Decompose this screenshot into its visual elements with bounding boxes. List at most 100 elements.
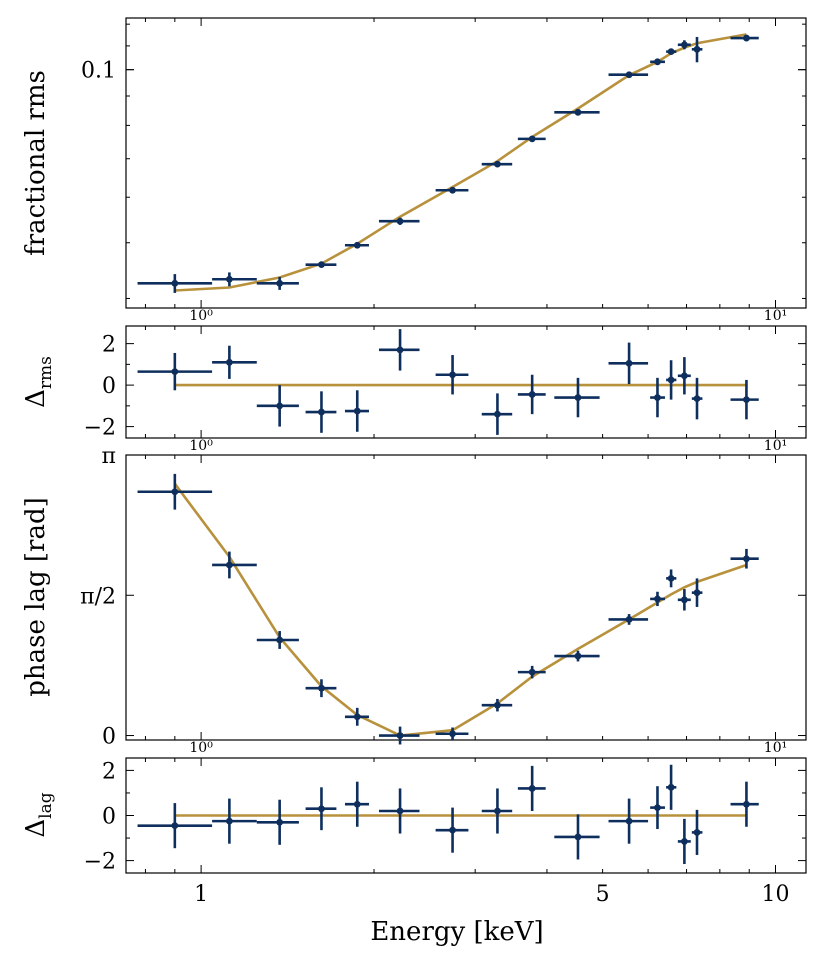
data-marker [171,822,179,830]
data-point-drms [305,391,337,433]
data-marker [318,408,325,416]
data-point-lag [650,591,665,607]
y-tick-label: 0 [102,374,116,399]
data-point-rms [650,58,665,66]
data-marker [353,407,361,415]
data-point-rms [608,71,649,79]
data-point-rms [554,108,600,116]
data-marker [693,45,701,53]
data-marker [693,829,701,836]
data-point-drms [554,377,600,418]
data-marker [449,730,456,738]
data-point-dlag [730,781,759,827]
drms-ylabel-sub: rms [36,356,56,389]
data-point-rms [517,135,546,143]
data-point-lag [608,614,649,625]
data-point-dlag [435,807,469,853]
data-marker [396,732,404,739]
data-point-drms [435,355,469,395]
data-point-dlag [344,781,369,827]
data-marker [225,275,233,283]
data-marker [528,785,536,792]
data-point-dlag [608,798,649,844]
drms-ylabel-delta: Δ [21,389,51,408]
data-point-lag [677,589,691,611]
data-point-lag [554,650,600,662]
inner-x-tick-label: 10¹ [764,308,787,324]
inner-x-tick-label: 10⁰ [189,308,213,324]
data-marker [396,346,404,354]
data-point-rms [691,36,703,63]
data-point-drms [666,360,677,400]
data-marker [680,372,688,380]
lag-panel-frame [125,454,807,741]
x-tick-label: 1 [194,882,208,907]
data-marker [449,826,456,834]
data-point-dlag [256,799,299,845]
data-marker [494,410,501,418]
model-line-rms [174,33,747,292]
data-marker [353,713,361,721]
data-marker [494,160,501,168]
axis-ticks: 10⁰ 10¹ 0.1 10⁰ 10¹ 2 0 −2 10⁰ 10¹ π π/2 0 2 0 −2 1 5 10 [80,18,806,907]
data-marker [680,596,688,604]
data-marker [276,402,284,410]
data-marker [318,805,325,813]
data-point-drms [344,390,369,432]
data-point-rms [677,40,691,50]
data-point-drms [608,342,649,385]
data-point-lag [344,707,369,726]
data-marker [574,652,582,660]
data-point-rms [730,34,759,42]
data-point-rms [137,274,213,293]
data-point-rms [666,48,677,56]
data-marker [171,368,179,376]
data-point-lag [666,569,677,588]
data-marker [353,800,361,808]
data-point-dlag [212,798,257,844]
data-marker [667,783,675,791]
inner-x-tick-label: 10⁰ [189,740,213,756]
data-point-lag [305,679,337,698]
drms-ylabel: Δrms [21,356,56,408]
data-point-dlag [554,814,600,860]
data-marker [353,241,361,249]
data-point-lag [435,727,469,740]
data-marker [318,684,325,692]
data-marker [528,391,536,398]
data-marker [654,394,661,401]
data-point-rms [378,217,420,225]
data-marker [225,561,233,569]
drms-panel-frame [125,325,807,439]
y-tick-label: 2 [102,333,116,358]
y-tick-label: 0.1 [81,59,116,84]
data-point-dlag [666,764,677,810]
dlag-ylabel-sub: lag [36,792,56,819]
data-marker [171,488,179,496]
data-marker [171,279,179,287]
data-marker [667,376,675,384]
x-tick-label: 5 [596,882,610,907]
x-axis-title: Energy [keV] [370,917,543,947]
data-marker [654,804,661,812]
data-marker [667,574,675,582]
data-marker [574,394,582,401]
data-point-lag [137,473,213,510]
data-marker [449,371,456,379]
data-marker [625,817,633,825]
data-point-drms [212,345,257,379]
data-point-drms [677,357,691,395]
y-tick-label: 0 [102,805,116,830]
data-marker [494,807,501,815]
data-marker [449,186,456,194]
data-marker [396,807,404,815]
data-marker [318,261,325,269]
data-marker [680,41,688,49]
rms-ylabel: fractional rms [21,70,51,256]
data-point-dlag [378,788,420,834]
data-point-dlag [305,787,337,831]
lag-ylabel: phase lag [rad] [21,497,51,696]
data-marker [494,701,501,709]
rms-panel-frame [125,17,807,309]
data-marker [680,838,688,845]
